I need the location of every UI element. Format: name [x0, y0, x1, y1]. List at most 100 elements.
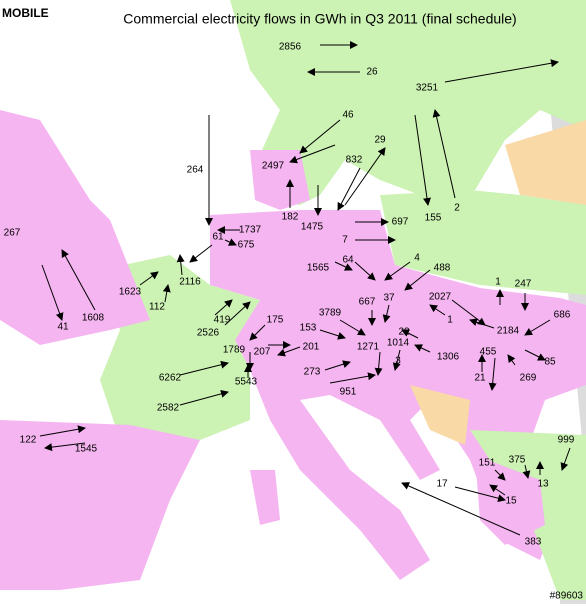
flow-label: 21: [474, 373, 486, 384]
flow-label: 2526: [197, 328, 220, 339]
flow-arrow: [139, 271, 159, 286]
watermark: #89603: [550, 591, 584, 602]
flow-arrow: [524, 319, 551, 336]
flow-arrow: [354, 261, 376, 281]
flow-label: 2497: [262, 161, 285, 172]
flow-arrow: [488, 357, 497, 391]
flow-arrow: [189, 244, 213, 263]
flow-label: 2184: [497, 326, 520, 337]
flow-label: 85: [544, 357, 556, 368]
flow-label: 1: [447, 315, 453, 326]
flow-label: 29: [374, 135, 386, 146]
flow-label: 6262: [159, 373, 182, 384]
flow-label: 1014: [387, 338, 410, 349]
flow-label: 2116: [179, 277, 201, 288]
flow-arrow: [382, 304, 391, 323]
flow-label: 17: [436, 479, 448, 490]
flow-label: 273: [304, 367, 321, 378]
flow-label: 175: [267, 315, 284, 326]
flow-arrow: [179, 389, 229, 406]
flow-label: 247: [515, 279, 532, 290]
flow-arrow: [414, 344, 431, 353]
flow-label: 26: [366, 67, 378, 78]
flow-label: 2027: [429, 292, 452, 303]
flow-label: 419: [214, 315, 231, 326]
flow-label: 151: [479, 458, 496, 469]
flow-label: 13: [537, 479, 549, 490]
flow-arrow: [444, 59, 559, 83]
flow-arrow: [432, 109, 456, 199]
flow-arrow: [224, 301, 251, 326]
flow-arrow: [61, 249, 96, 311]
map-title: Commercial electricity flows in GWh in Q…: [123, 11, 516, 27]
flow-arrow: [404, 269, 431, 291]
flow-label: 686: [554, 310, 571, 321]
logo: MOBILE: [2, 6, 49, 20]
flow-label: 2582: [157, 403, 180, 414]
flow-label: 697: [392, 217, 409, 228]
flow-label: 37: [383, 293, 395, 304]
flow-arrow: [324, 360, 351, 371]
flow-label: 112: [149, 302, 165, 313]
flow-arrow: [214, 299, 233, 316]
flow-arrow: [339, 319, 366, 336]
flow-label: 375: [509, 455, 526, 466]
flow-label: 201: [303, 342, 320, 353]
flow-label: 2: [454, 203, 460, 214]
flow-label: 207: [254, 347, 271, 358]
flow-arrow: [522, 464, 531, 479]
flow-label: 1623: [119, 287, 142, 298]
flow-arrow: [39, 425, 86, 437]
flow-label: 1306: [437, 352, 460, 363]
flow-arrow: [392, 349, 401, 371]
flow-label: 667: [359, 297, 376, 308]
flow-arrow: [299, 119, 341, 154]
flow-arrow: [489, 484, 506, 496]
flow-label: 1789: [223, 345, 246, 356]
flow-label: 1737: [239, 225, 262, 236]
flow-label: 264: [187, 165, 204, 176]
flow-arrow: [41, 264, 64, 321]
flow-label: 61: [212, 232, 224, 243]
flow-label: 267: [4, 228, 21, 239]
flow-label: 1475: [301, 222, 324, 233]
flow-arrow: [277, 346, 301, 357]
flow-label: 3789: [319, 308, 342, 319]
flow-arrows: [39, 41, 571, 536]
flow-arrow: [401, 482, 521, 536]
flow-arrow: [337, 167, 361, 211]
flow-label: 182: [282, 212, 299, 223]
flow-label: 1545: [75, 444, 98, 455]
flow-label: 488: [434, 263, 451, 274]
flow-arrow: [494, 469, 506, 481]
flow-label: 1608: [82, 313, 105, 324]
flow-label: 999: [558, 435, 575, 446]
flow-label: 64: [342, 255, 354, 266]
flow-label: 22: [398, 327, 410, 338]
flow-label: 1271: [357, 342, 380, 353]
flow-arrow: [414, 114, 431, 206]
flow-arrow: [249, 324, 266, 341]
flow-arrow: [344, 147, 386, 206]
flow-arrow: [384, 261, 411, 281]
flow-arrow: [454, 486, 506, 503]
flow-arrow: [224, 238, 237, 246]
flow-arrow: [162, 284, 171, 303]
flow-label: 15: [505, 496, 517, 507]
flow-label: 46: [342, 110, 354, 121]
flow-arrow: [334, 261, 353, 271]
flow-arrow: [176, 254, 185, 276]
flow-arrow: [329, 372, 376, 384]
flow-arrow: [319, 329, 346, 340]
flow-label: 155: [425, 213, 442, 224]
flow-label: 3251: [416, 83, 439, 94]
flow-label: 383: [525, 537, 542, 548]
flow-arrow: [401, 329, 419, 339]
flow-arrow: [44, 442, 86, 452]
flow-label: 951: [340, 387, 357, 398]
flow-label: 3: [395, 356, 401, 367]
flow-label: 455: [480, 347, 497, 358]
flow-arrow: [289, 144, 336, 164]
flow-label: 122: [20, 435, 37, 446]
flow-label: 41: [57, 322, 69, 333]
